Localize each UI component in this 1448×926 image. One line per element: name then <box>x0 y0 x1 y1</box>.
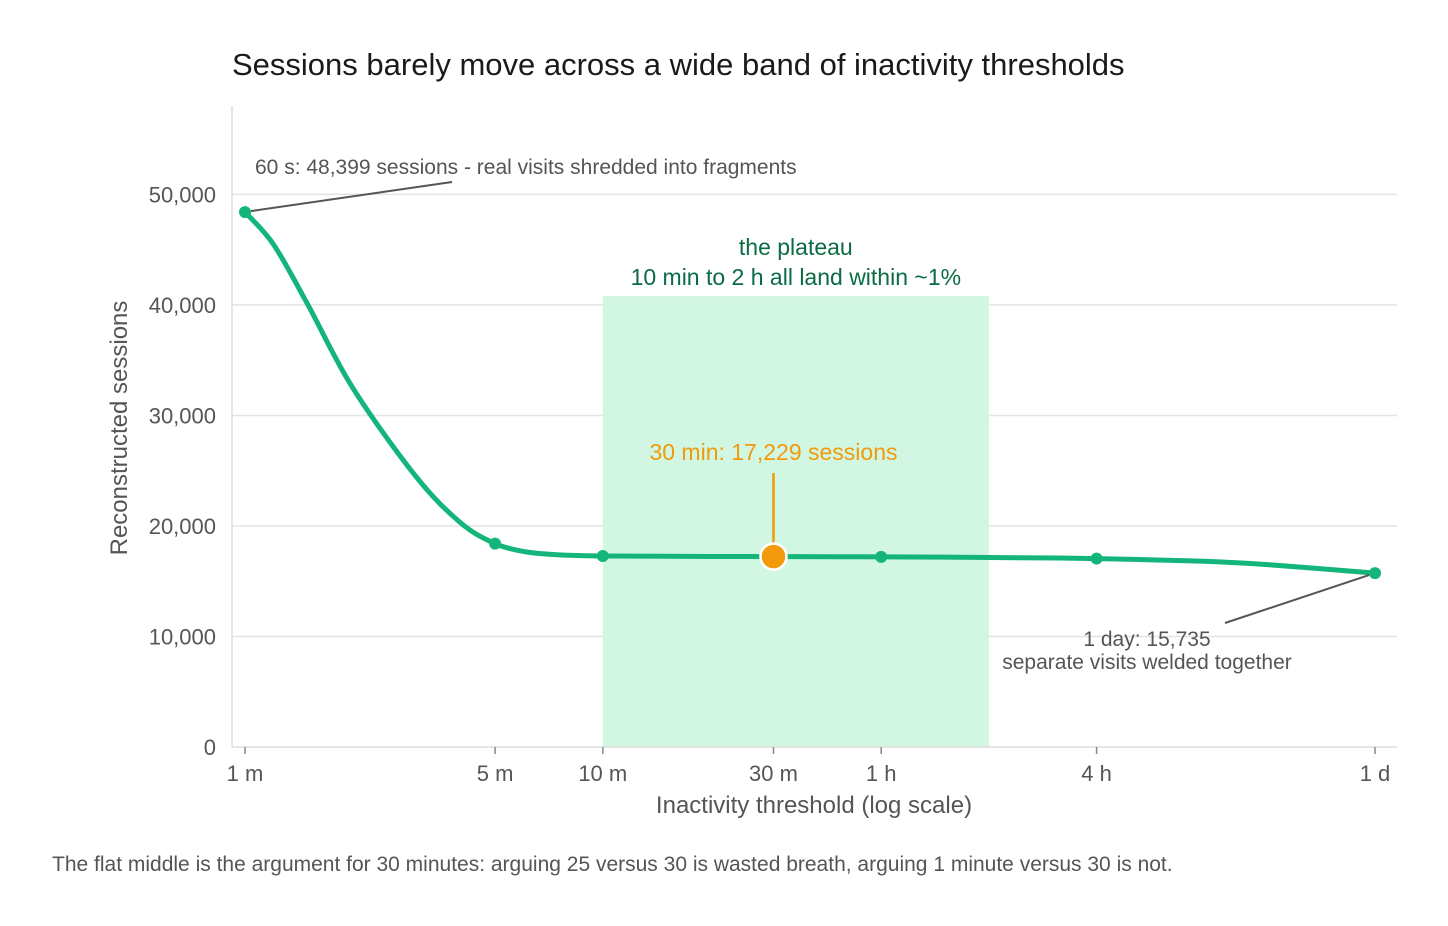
series-marker-6 <box>1369 567 1381 580</box>
annotation-end-line1: 1 day: 15,735 <box>1083 628 1210 651</box>
series-marker-0 <box>239 206 251 219</box>
series-markers <box>239 206 1381 580</box>
y-tick-label-5: 50,000 <box>149 182 216 207</box>
annotation-end-line2: separate visits welded together <box>1002 651 1292 674</box>
x-tick-label-4: 1 h <box>866 761 897 786</box>
y-tick-labels: 0 10,000 20,000 30,000 40,000 50,000 <box>149 182 216 760</box>
x-tick-label-6: 1 d <box>1360 761 1391 786</box>
plateau-band <box>602 296 989 747</box>
series-line <box>242 209 1378 576</box>
series-marker-1 <box>489 537 502 550</box>
x-tick-labels: 1 m 5 m 10 m 30 m 1 h 4 h 1 d <box>227 747 1391 786</box>
annotation-end-leader <box>1224 574 1370 624</box>
series-marker-4 <box>875 550 888 563</box>
chart-caption: The flat middle is the argument for 30 m… <box>52 853 1173 876</box>
y-tick-label-2: 20,000 <box>149 514 216 539</box>
x-axis-label: Inactivity threshold (log scale) <box>656 792 972 819</box>
chart-title: Sessions barely move across a wide band … <box>232 47 1125 82</box>
plateau-label-line2: 10 min to 2 h all land within ~1% <box>631 264 962 290</box>
x-tick-label-0: 1 m <box>227 761 264 786</box>
highlight-point <box>759 542 788 571</box>
x-tick-label-3: 30 m <box>749 761 798 786</box>
x-tick-label-2: 10 m <box>578 761 627 786</box>
series-marker-5 <box>1090 552 1103 565</box>
x-tick-label-1: 5 m <box>477 761 514 786</box>
y-tick-label-3: 30,000 <box>149 403 216 428</box>
annotation-start-text: 60 s: 48,399 sessions - real visits shre… <box>255 156 797 179</box>
y-axis-label: Reconstructed sessions <box>106 301 133 556</box>
y-tick-label-0: 0 <box>204 735 216 760</box>
x-tick-label-5: 4 h <box>1081 761 1112 786</box>
y-tick-label-1: 10,000 <box>149 624 216 649</box>
series-marker-2 <box>596 550 609 563</box>
plateau-label-line1: the plateau <box>739 234 853 260</box>
annotation-start-leader <box>250 181 453 213</box>
y-tick-label-4: 40,000 <box>149 293 216 318</box>
highlight-label: 30 min: 17,229 sessions <box>649 439 897 465</box>
